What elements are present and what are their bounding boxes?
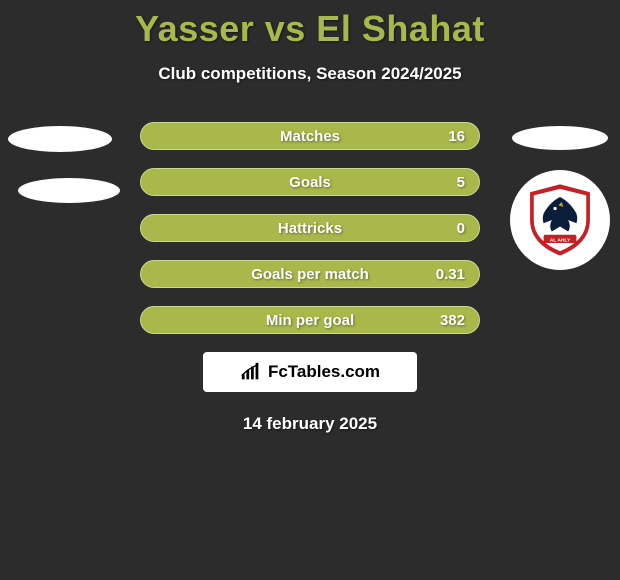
subtitle: Club competitions, Season 2024/2025	[0, 64, 620, 84]
stat-label: Matches	[280, 128, 340, 145]
stat-value-right: 382	[440, 312, 465, 329]
bar-chart-icon	[240, 362, 262, 382]
stat-value-right: 0	[457, 220, 465, 237]
stat-value-right: 16	[448, 128, 465, 145]
date-text: 14 february 2025	[0, 414, 620, 434]
stat-row-goals: Goals 5	[140, 168, 480, 196]
stats-container: Matches 16 Goals 5 Hattricks 0 Goals per…	[0, 122, 620, 334]
page-title: Yasser vs El Shahat	[0, 0, 620, 50]
stat-label: Goals per match	[251, 266, 369, 283]
stat-label: Min per goal	[266, 312, 354, 329]
stat-value-right: 5	[457, 174, 465, 191]
stat-row-matches: Matches 16	[140, 122, 480, 150]
stat-row-hattricks: Hattricks 0	[140, 214, 480, 242]
stat-row-min-per-goal: Min per goal 382	[140, 306, 480, 334]
source-logo[interactable]: FcTables.com	[203, 352, 417, 392]
stat-value-right: 0.31	[436, 266, 465, 283]
stat-label: Goals	[289, 174, 331, 191]
stat-label: Hattricks	[278, 220, 342, 237]
logo-text: FcTables.com	[268, 362, 380, 382]
stat-row-goals-per-match: Goals per match 0.31	[140, 260, 480, 288]
